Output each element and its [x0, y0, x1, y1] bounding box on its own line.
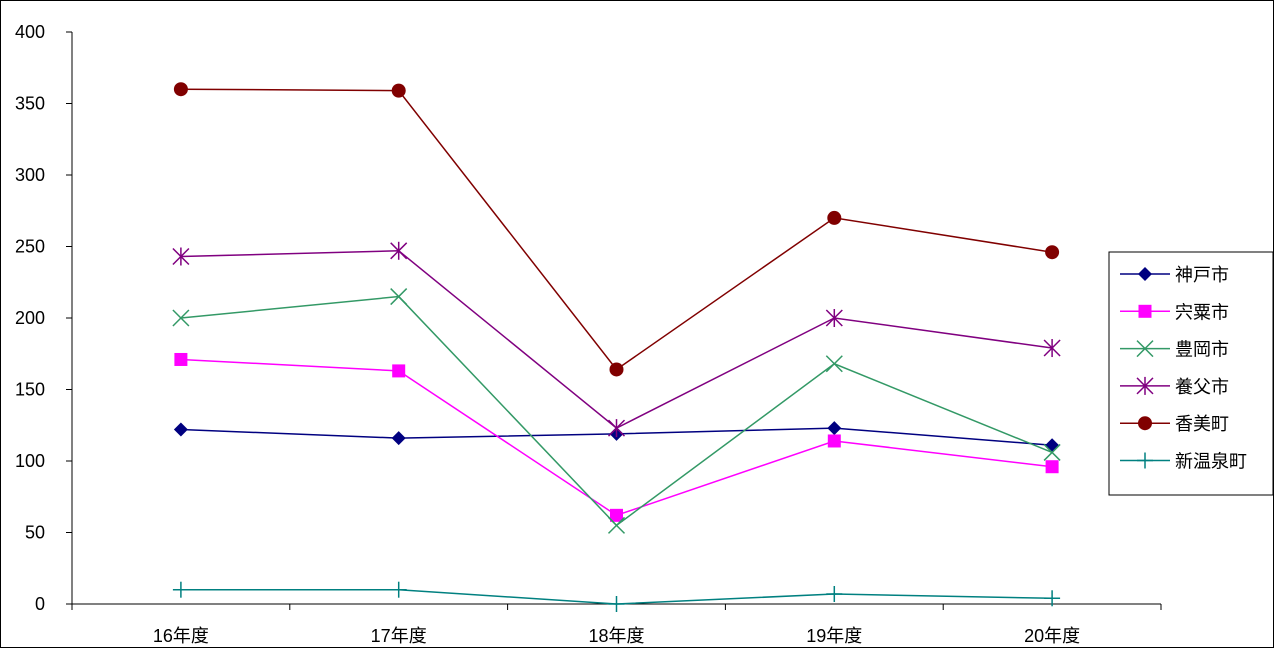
- data-point: [392, 364, 406, 378]
- data-point: [607, 419, 626, 438]
- series-2: [174, 352, 1059, 522]
- y-tick-label: 200: [15, 308, 45, 328]
- data-point: [1043, 339, 1061, 358]
- series-6: [172, 581, 1061, 612]
- y-tick-label: 400: [15, 22, 45, 42]
- legend-label: 神戸市: [1175, 265, 1229, 285]
- x-axis-ticks: 16年度 17年度 18年度 19年度 20年度: [71, 604, 1162, 646]
- legend-label: 宍粟市: [1175, 302, 1229, 322]
- data-point: [1043, 443, 1061, 461]
- series-line: [180, 295, 1053, 527]
- data-point: [173, 82, 188, 97]
- data-point: [172, 309, 190, 327]
- x-tick-label: 16年度: [153, 626, 209, 646]
- data-point: [825, 309, 843, 327]
- data-point: [826, 585, 843, 602]
- y-axis-ticks: 0 50 100 150 200 250 300 350 400: [15, 22, 72, 614]
- x-tick-label: 17年度: [371, 626, 427, 646]
- data-point: [827, 434, 841, 448]
- data-point: [609, 362, 624, 377]
- series-line: [180, 250, 1053, 429]
- legend-marker: [1136, 376, 1154, 395]
- data-point: [825, 355, 843, 373]
- x-tick-label: 18年度: [588, 626, 644, 646]
- legend-marker: [1138, 416, 1152, 431]
- data-point: [827, 421, 842, 436]
- x-tick-label: 19年度: [806, 626, 862, 646]
- series-line: [180, 88, 1053, 371]
- legend-item: 神戸市: [1120, 265, 1229, 285]
- data-point: [391, 83, 406, 98]
- legend-item: 養父市: [1120, 376, 1229, 397]
- legend-marker: [1138, 304, 1152, 318]
- data-point: [390, 288, 408, 306]
- data-point: [607, 516, 626, 534]
- y-tick-label: 250: [15, 237, 45, 257]
- y-tick-label: 0: [35, 594, 45, 614]
- data-point: [608, 596, 625, 612]
- y-tick-label: 150: [15, 380, 45, 400]
- data-point: [174, 352, 188, 366]
- data-point: [1045, 245, 1060, 260]
- legend-label: 養父市: [1175, 377, 1229, 397]
- series-3: [172, 288, 1061, 534]
- legend-item: 豊岡市: [1120, 340, 1229, 360]
- legend-label: 香美町: [1175, 414, 1229, 434]
- y-tick-label: 350: [15, 94, 45, 114]
- y-tick-label: 50: [25, 523, 45, 543]
- y-tick-label: 300: [15, 165, 45, 185]
- series-5: [173, 82, 1060, 377]
- legend-item: 香美町: [1120, 414, 1229, 434]
- data-point: [173, 422, 188, 437]
- legend-label: 豊岡市: [1175, 340, 1229, 360]
- data-point: [390, 581, 407, 598]
- data-point: [391, 431, 406, 446]
- legend-marker: [1136, 340, 1154, 358]
- y-tick-label: 100: [15, 451, 45, 471]
- legend-box: [1108, 251, 1274, 496]
- data-point: [390, 241, 408, 260]
- series-layer: [172, 82, 1061, 612]
- data-point: [827, 210, 842, 225]
- data-point: [172, 581, 189, 598]
- legend-marker: [1138, 267, 1152, 281]
- data-point: [172, 247, 190, 266]
- series-4: [172, 241, 1061, 438]
- x-tick-label: 20年度: [1024, 626, 1080, 646]
- data-point: [1045, 460, 1059, 474]
- legend-marker: [1137, 452, 1153, 469]
- data-point: [610, 508, 623, 522]
- legend-item: 宍粟市: [1120, 302, 1229, 322]
- legend-label: 新温泉町: [1175, 452, 1247, 472]
- legend-item: 新温泉町: [1120, 452, 1247, 472]
- data-point: [1044, 590, 1061, 607]
